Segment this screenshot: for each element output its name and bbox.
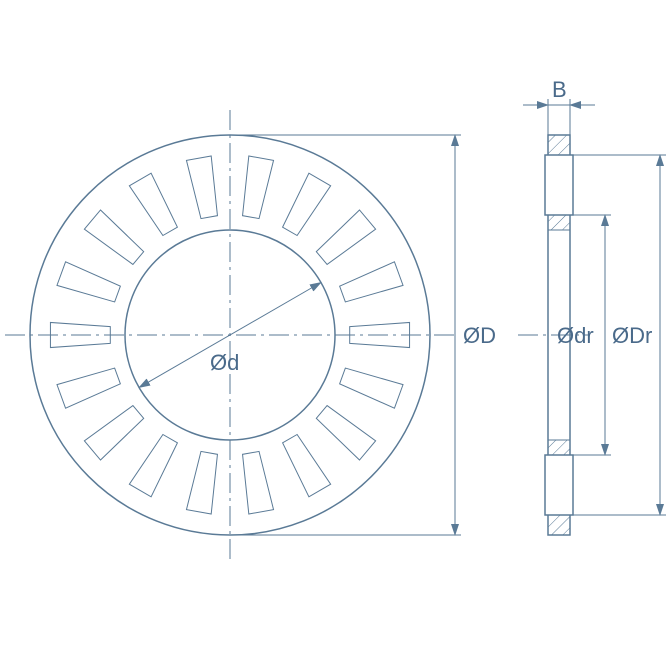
roller-slot <box>129 173 177 235</box>
roller-slot <box>340 262 403 302</box>
roller-slot <box>57 262 120 302</box>
section-roller-bottom <box>545 455 573 515</box>
technical-drawing: Ød ØD B Ødr ØDr <box>0 0 670 670</box>
roller-slot <box>283 434 331 496</box>
roller-slot <box>186 156 217 219</box>
dim-Dr-label: ØDr <box>612 323 652 348</box>
section-roller-top <box>545 155 573 215</box>
roller-slot <box>316 406 375 461</box>
roller-slot <box>129 434 177 496</box>
roller-slot <box>283 173 331 235</box>
roller-slot <box>316 210 375 265</box>
dim-B-label: B <box>552 77 567 102</box>
roller-slot <box>243 156 274 219</box>
dim-dr-label: Ødr <box>557 323 594 348</box>
dim-d-label: Ød <box>210 350 239 375</box>
roller-slot <box>57 368 120 408</box>
front-view: Ød <box>5 110 455 560</box>
dim-D-label: ØD <box>463 323 496 348</box>
roller-slot <box>243 451 274 514</box>
roller-slot <box>340 368 403 408</box>
roller-slot <box>84 210 143 265</box>
roller-slot <box>84 406 143 461</box>
roller-slot <box>186 451 217 514</box>
